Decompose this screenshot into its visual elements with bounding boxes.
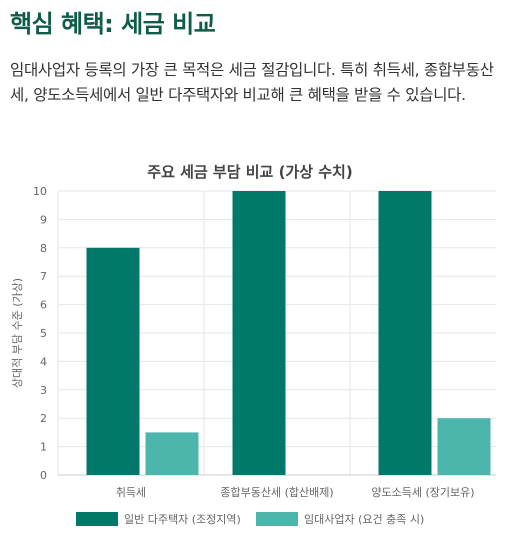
x-tick-label: 취득세: [116, 486, 146, 499]
legend-swatch: [256, 512, 298, 526]
chart-container: 주요 세금 부담 비교 (가상 수치) 상대적 부담 수준 (가상) 0 1 2 3 4…: [0, 150, 516, 538]
legend-item-series-1[interactable]: 일반 다주택자 (조정지역): [76, 512, 241, 526]
x-tick-labels: 취득세 종합부동산세 (합산배제) 양도소득세 (장기보유): [116, 486, 475, 499]
chart-title: 주요 세금 부담 비교 (가상 수치): [147, 163, 352, 181]
bar-series-1-cat-3: [378, 191, 432, 475]
y-tick-label: 5: [40, 327, 47, 340]
y-tick-labels: 0 1 2 3 4 5 6 7 8 9 10: [33, 185, 47, 482]
bar-series-1-cat-2: [232, 191, 286, 475]
legend-item-series-2[interactable]: 임대사업자 (요건 충족 시): [256, 512, 424, 526]
section-heading: 핵심 혜택: 세금 비교: [10, 10, 216, 38]
y-tick-label: 8: [40, 242, 47, 255]
y-axis-label: 상대적 부담 수준 (가상): [11, 278, 24, 388]
section-intro: 임대사업자 등록의 가장 큰 목적은 세금 절감입니다. 특히 취득세, 종합부…: [10, 61, 494, 104]
legend[interactable]: 일반 다주택자 (조정지역) 임대사업자 (요건 충족 시): [76, 512, 424, 526]
y-tick-label: 0: [40, 469, 47, 482]
y-tick-label: 4: [40, 355, 47, 368]
y-tick-label: 10: [33, 185, 47, 198]
y-tick-label: 6: [40, 299, 47, 312]
y-tick-label: 2: [40, 412, 47, 425]
bar-series-2-cat-3: [437, 418, 491, 475]
legend-label: 임대사업자 (요건 충족 시): [304, 513, 424, 526]
bar-series-2-cat-1: [145, 432, 199, 475]
bar-series-1-cat-1: [86, 247, 140, 475]
legend-label: 일반 다주택자 (조정지역): [124, 512, 241, 526]
y-tick-label: 9: [40, 213, 47, 226]
y-tick-label: 7: [40, 270, 47, 283]
y-tick-label: 1: [40, 441, 47, 454]
y-tick-label: 3: [40, 384, 47, 397]
bars: [86, 191, 491, 475]
tax-burden-chart: 주요 세금 부담 비교 (가상 수치) 상대적 부담 수준 (가상) 0 1 2 3 4…: [11, 163, 496, 526]
legend-swatch: [76, 512, 118, 526]
x-tick-label: 양도소득세 (장기보유): [371, 486, 474, 499]
x-tick-label: 종합부동산세 (합산배제): [220, 486, 333, 499]
